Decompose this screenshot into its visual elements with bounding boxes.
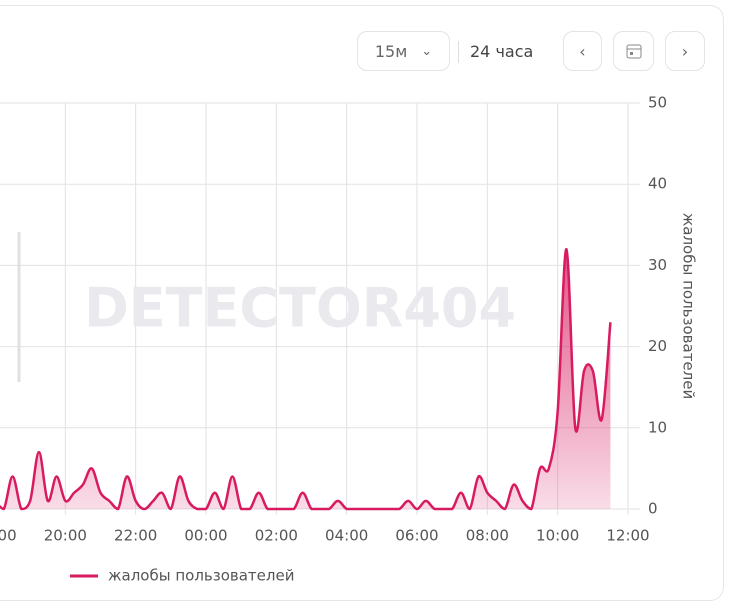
prev-button[interactable]: ‹	[563, 31, 602, 71]
card	[0, 5, 724, 601]
calendar-icon	[626, 44, 641, 59]
range[interactable]: 24 часа	[470, 42, 534, 61]
chevron: ⌄	[421, 43, 433, 59]
interval-select[interactable]: 15м ⌄	[357, 31, 450, 71]
next-button[interactable]: ›	[665, 31, 705, 71]
calendar-button[interactable]	[613, 31, 654, 71]
divider	[458, 41, 459, 63]
interval: 15м	[374, 41, 408, 61]
